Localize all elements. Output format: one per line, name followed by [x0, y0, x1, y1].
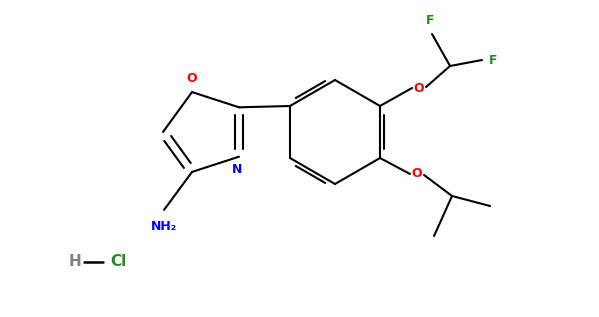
Text: F: F [426, 14, 434, 27]
Text: O: O [411, 167, 422, 180]
Text: N: N [232, 163, 242, 176]
Text: O: O [187, 72, 197, 85]
Text: H: H [69, 255, 81, 269]
Text: O: O [413, 81, 423, 94]
Text: F: F [489, 54, 498, 67]
Text: NH₂: NH₂ [151, 220, 177, 233]
Text: Cl: Cl [110, 255, 126, 269]
